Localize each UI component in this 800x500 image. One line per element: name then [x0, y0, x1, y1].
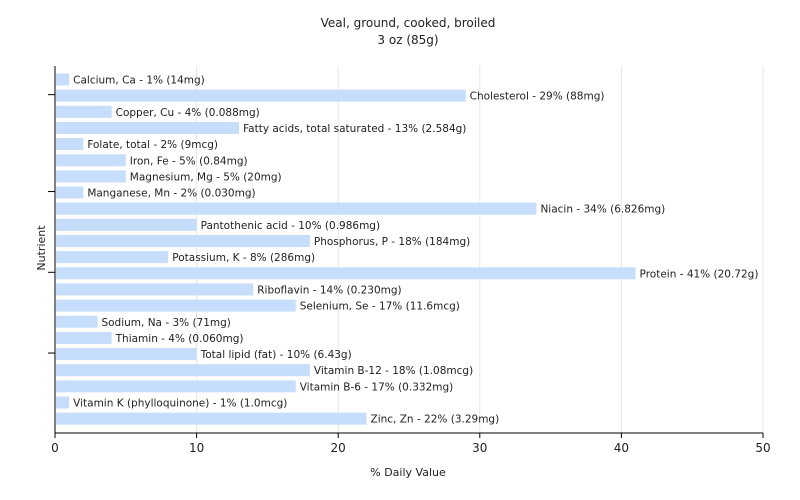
- bar-6: [56, 170, 126, 183]
- bar-label-13: Riboflavin - 14% (0.230mg): [257, 284, 401, 296]
- x-axis-title: % Daily Value: [370, 466, 446, 479]
- bar-labels: Calcium, Ca - 1% (14mg) Cholesterol - 29%…: [73, 75, 758, 426]
- x-tick-labels: 0 10 20 30 40 50: [51, 441, 770, 455]
- bar-13: [56, 283, 254, 296]
- chart-subtitle: 3 oz (85g): [377, 33, 438, 47]
- bar-20: [56, 396, 70, 409]
- bar-label-14: Selenium, Se - 17% (11.6mcg): [300, 301, 460, 313]
- axes: [48, 66, 764, 438]
- bar-18: [56, 364, 310, 377]
- bar-label-19: Vitamin B-6 - 17% (0.332mg): [300, 381, 454, 393]
- bar-label-10: Phosphorus, P - 18% (184mg): [314, 236, 470, 248]
- bar-label-11: Potassium, K - 8% (286mg): [172, 252, 315, 264]
- x-tick-label-3: 30: [472, 441, 487, 455]
- x-tick-label-1: 10: [189, 441, 204, 455]
- bar-3: [56, 121, 240, 134]
- bar-1: [56, 89, 466, 102]
- bar-label-4: Folate, total - 2% (9mcg): [87, 139, 218, 151]
- x-tick-label-0: 0: [51, 441, 59, 455]
- bar-label-8: Niacin - 34% (6.826mg): [540, 204, 665, 216]
- bar-19: [56, 380, 296, 393]
- bar-label-15: Sodium, Na - 3% (71mg): [101, 317, 230, 329]
- x-tick-label-4: 40: [614, 441, 629, 455]
- x-tick-label-5: 50: [755, 441, 770, 455]
- bar-10: [56, 235, 310, 247]
- bar-8: [56, 202, 537, 215]
- bar-12: [56, 267, 636, 280]
- gridlines: [196, 66, 764, 433]
- bar-9: [56, 218, 197, 231]
- bar-label-7: Manganese, Mn - 2% (0.030mg): [87, 188, 255, 200]
- bar-label-6: Magnesium, Mg - 5% (20mg): [130, 171, 282, 183]
- bar-21: [56, 412, 367, 425]
- x-tick-label-2: 20: [331, 441, 346, 455]
- bar-label-17: Total lipid (fat) - 10% (6.43g): [200, 349, 352, 361]
- bar-label-20: Vitamin K (phylloquinone) - 1% (1.0mcg): [73, 398, 287, 410]
- bar-7: [56, 186, 84, 199]
- bar-17: [56, 348, 197, 361]
- bar-label-1: Cholesterol - 29% (88mg): [470, 91, 605, 103]
- y-axis-title: Nutrient: [35, 225, 48, 271]
- bar-4: [56, 138, 84, 151]
- bar-label-0: Calcium, Ca - 1% (14mg): [73, 75, 205, 87]
- bar-label-2: Copper, Cu - 4% (0.088mg): [116, 107, 260, 119]
- bar-15: [56, 315, 98, 328]
- bar-label-3: Fatty acids, total saturated - 13% (2.58…: [243, 123, 466, 135]
- bar-5: [56, 154, 126, 167]
- bar-label-21: Zinc, Zn - 22% (3.29mg): [371, 414, 500, 426]
- chart-title: Veal, ground, cooked, broiled: [321, 16, 496, 30]
- bar-2: [56, 105, 112, 118]
- bar-11: [56, 251, 169, 264]
- bar-label-5: Iron, Fe - 5% (0.84mg): [130, 155, 248, 167]
- bar-14: [56, 299, 296, 312]
- bar-label-18: Vitamin B-12 - 18% (1.08mcg): [314, 365, 473, 377]
- bars: [56, 73, 636, 425]
- bar-label-16: Thiamin - 4% (0.060mg): [115, 333, 244, 345]
- bar-0: [56, 73, 70, 86]
- bar-label-12: Protein - 41% (20.72g): [640, 268, 759, 280]
- bar-16: [56, 331, 112, 344]
- bar-label-9: Pantothenic acid - 10% (0.986mg): [201, 220, 380, 232]
